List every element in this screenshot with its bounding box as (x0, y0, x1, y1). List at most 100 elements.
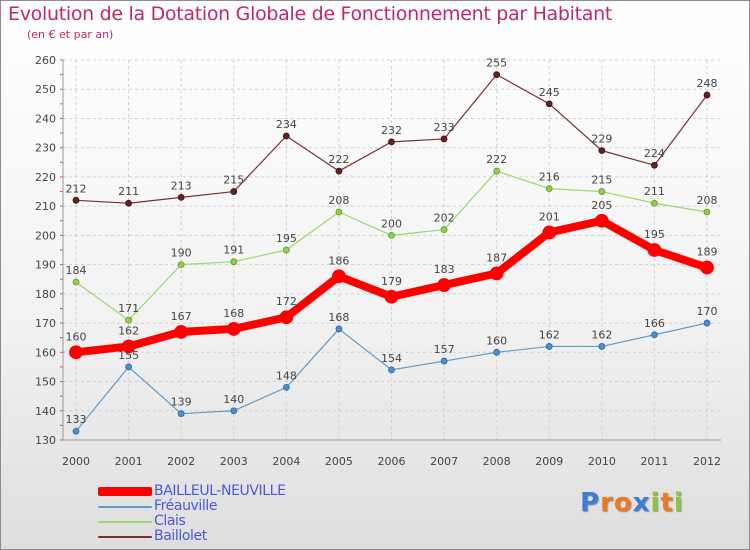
y-tick-label-210: 210 (35, 200, 56, 213)
data-point-bailleul-neuville-2012 (700, 260, 714, 275)
data-point-freauville-2006 (388, 366, 395, 374)
data-label-clais-2001: 171 (118, 302, 139, 315)
data-point-bailleul-neuville-2005 (332, 269, 346, 284)
data-point-baillolet-2003 (230, 188, 238, 195)
data-point-freauville-2000 (72, 427, 80, 435)
y-tick-label-130: 130 (35, 434, 56, 447)
data-point-freauville-2005 (335, 325, 343, 333)
data-label-bailleul-neuville-2012: 189 (697, 246, 718, 259)
proxiti-logo: Proxiti (580, 488, 684, 518)
x-tick-label-2004: 2004 (272, 455, 300, 468)
data-point-freauville-2004 (282, 383, 290, 391)
data-point-baillolet-2008 (493, 71, 501, 79)
data-point-bailleul-neuville-2000 (69, 345, 83, 360)
data-point-baillolet-2002 (177, 193, 185, 201)
legend-swatch-bailleul-neuville (98, 487, 152, 496)
data-point-bailleul-neuville-2003 (226, 322, 241, 336)
data-label-clais-2005: 208 (328, 194, 349, 207)
data-label-clais-2003: 191 (223, 244, 244, 257)
x-tick-label-2002: 2002 (167, 455, 195, 468)
data-label-baillolet-2010: 229 (591, 133, 612, 146)
y-tick-label-160: 160 (35, 346, 56, 359)
data-label-freauville-2003: 140 (223, 393, 244, 406)
y-tick-label-170: 170 (35, 317, 56, 330)
data-label-bailleul-neuville-2007: 183 (434, 263, 455, 276)
legend-label-freauville: Fréauville (154, 498, 218, 514)
data-point-clais-2002 (177, 261, 185, 269)
x-tick-label-2001: 2001 (115, 455, 143, 468)
data-label-baillolet-2002: 213 (171, 179, 192, 192)
data-label-bailleul-neuville-2011: 195 (644, 228, 665, 241)
y-tick-label-180: 180 (35, 288, 56, 301)
legend-label-bailleul-neuville: BAILLEUL-NEUVILLE (154, 483, 286, 499)
data-point-clais-2011 (651, 199, 658, 207)
data-label-bailleul-neuville-2003: 168 (223, 307, 244, 320)
data-label-freauville-2004: 148 (276, 369, 297, 382)
data-point-bailleul-neuville-2004 (279, 310, 294, 325)
data-point-clais-2012 (703, 208, 711, 216)
data-label-clais-2008: 222 (486, 153, 507, 166)
chart-subtitle: (en € et par an) (27, 28, 114, 41)
x-tick-label-2012: 2012 (693, 455, 721, 468)
x-tick-label-2005: 2005 (325, 455, 353, 468)
data-label-clais-2012: 208 (697, 194, 718, 207)
data-label-bailleul-neuville-2002: 167 (171, 310, 192, 323)
data-point-freauville-2002 (177, 410, 185, 418)
y-tick-label-220: 220 (35, 171, 56, 184)
legend-swatch-clais (98, 521, 152, 523)
data-point-bailleul-neuville-2002 (174, 324, 189, 339)
data-point-baillolet-2001 (125, 199, 132, 207)
data-point-freauville-2008 (493, 348, 501, 356)
data-label-bailleul-neuville-2004: 172 (276, 295, 297, 308)
data-point-bailleul-neuville-2009 (542, 225, 557, 240)
data-label-clais-2007: 202 (434, 212, 455, 225)
legend-swatch-baillolet (98, 536, 152, 538)
y-tick-label-150: 150 (35, 376, 56, 389)
data-label-baillolet-2005: 222 (328, 153, 349, 166)
data-label-clais-2002: 190 (171, 247, 192, 260)
data-label-clais-2011: 211 (644, 185, 665, 198)
data-label-baillolet-2007: 233 (434, 121, 455, 134)
y-tick-label-240: 240 (35, 112, 56, 125)
data-point-bailleul-neuville-2007 (437, 278, 451, 292)
x-tick-label-2006: 2006 (378, 455, 406, 468)
data-point-freauville-2007 (440, 357, 448, 365)
x-tick-label-2000: 2000 (62, 455, 90, 468)
data-label-freauville-2007: 157 (434, 343, 455, 356)
data-point-clais-2001 (125, 316, 132, 324)
data-point-baillolet-2012 (703, 91, 711, 99)
data-point-clais-2005 (335, 208, 343, 216)
x-tick-label-2011: 2011 (640, 455, 668, 468)
data-label-freauville-2012: 170 (697, 305, 718, 318)
data-point-clais-2010 (598, 188, 606, 195)
data-point-baillolet-2010 (598, 147, 606, 155)
data-label-bailleul-neuville-2008: 187 (486, 251, 507, 264)
data-point-baillolet-2000 (72, 196, 80, 204)
data-point-baillolet-2011 (651, 161, 658, 169)
data-label-freauville-2008: 160 (486, 334, 507, 347)
data-label-bailleul-neuville-2006: 179 (381, 275, 402, 288)
y-tick-label-250: 250 (35, 83, 56, 96)
data-label-clais-2000: 184 (66, 264, 87, 277)
data-point-baillolet-2004 (282, 132, 290, 140)
data-label-clais-2004: 195 (276, 232, 297, 245)
chart-title: Evolution de la Dotation Globale de Fonc… (8, 3, 613, 25)
x-tick-label-2003: 2003 (220, 455, 248, 468)
data-label-bailleul-neuville-2005: 186 (328, 254, 349, 267)
data-point-clais-2000 (72, 278, 80, 286)
legend-label-clais: Clais (154, 513, 186, 529)
data-point-clais-2007 (440, 226, 448, 233)
data-point-baillolet-2006 (388, 138, 395, 146)
data-label-clais-2009: 216 (539, 171, 560, 184)
data-label-baillolet-2009: 245 (539, 86, 560, 99)
data-point-freauville-2010 (598, 343, 606, 350)
x-tick-label-2010: 2010 (588, 455, 616, 468)
y-tick-label-260: 260 (35, 54, 56, 67)
legend-label-baillolet: Baillolet (154, 528, 207, 544)
data-label-bailleul-neuville-2010: 205 (591, 199, 612, 212)
data-label-freauville-2000: 133 (66, 413, 87, 426)
data-point-baillolet-2009 (545, 100, 553, 108)
data-point-freauville-2011 (651, 331, 658, 339)
data-label-freauville-2002: 139 (171, 396, 192, 409)
